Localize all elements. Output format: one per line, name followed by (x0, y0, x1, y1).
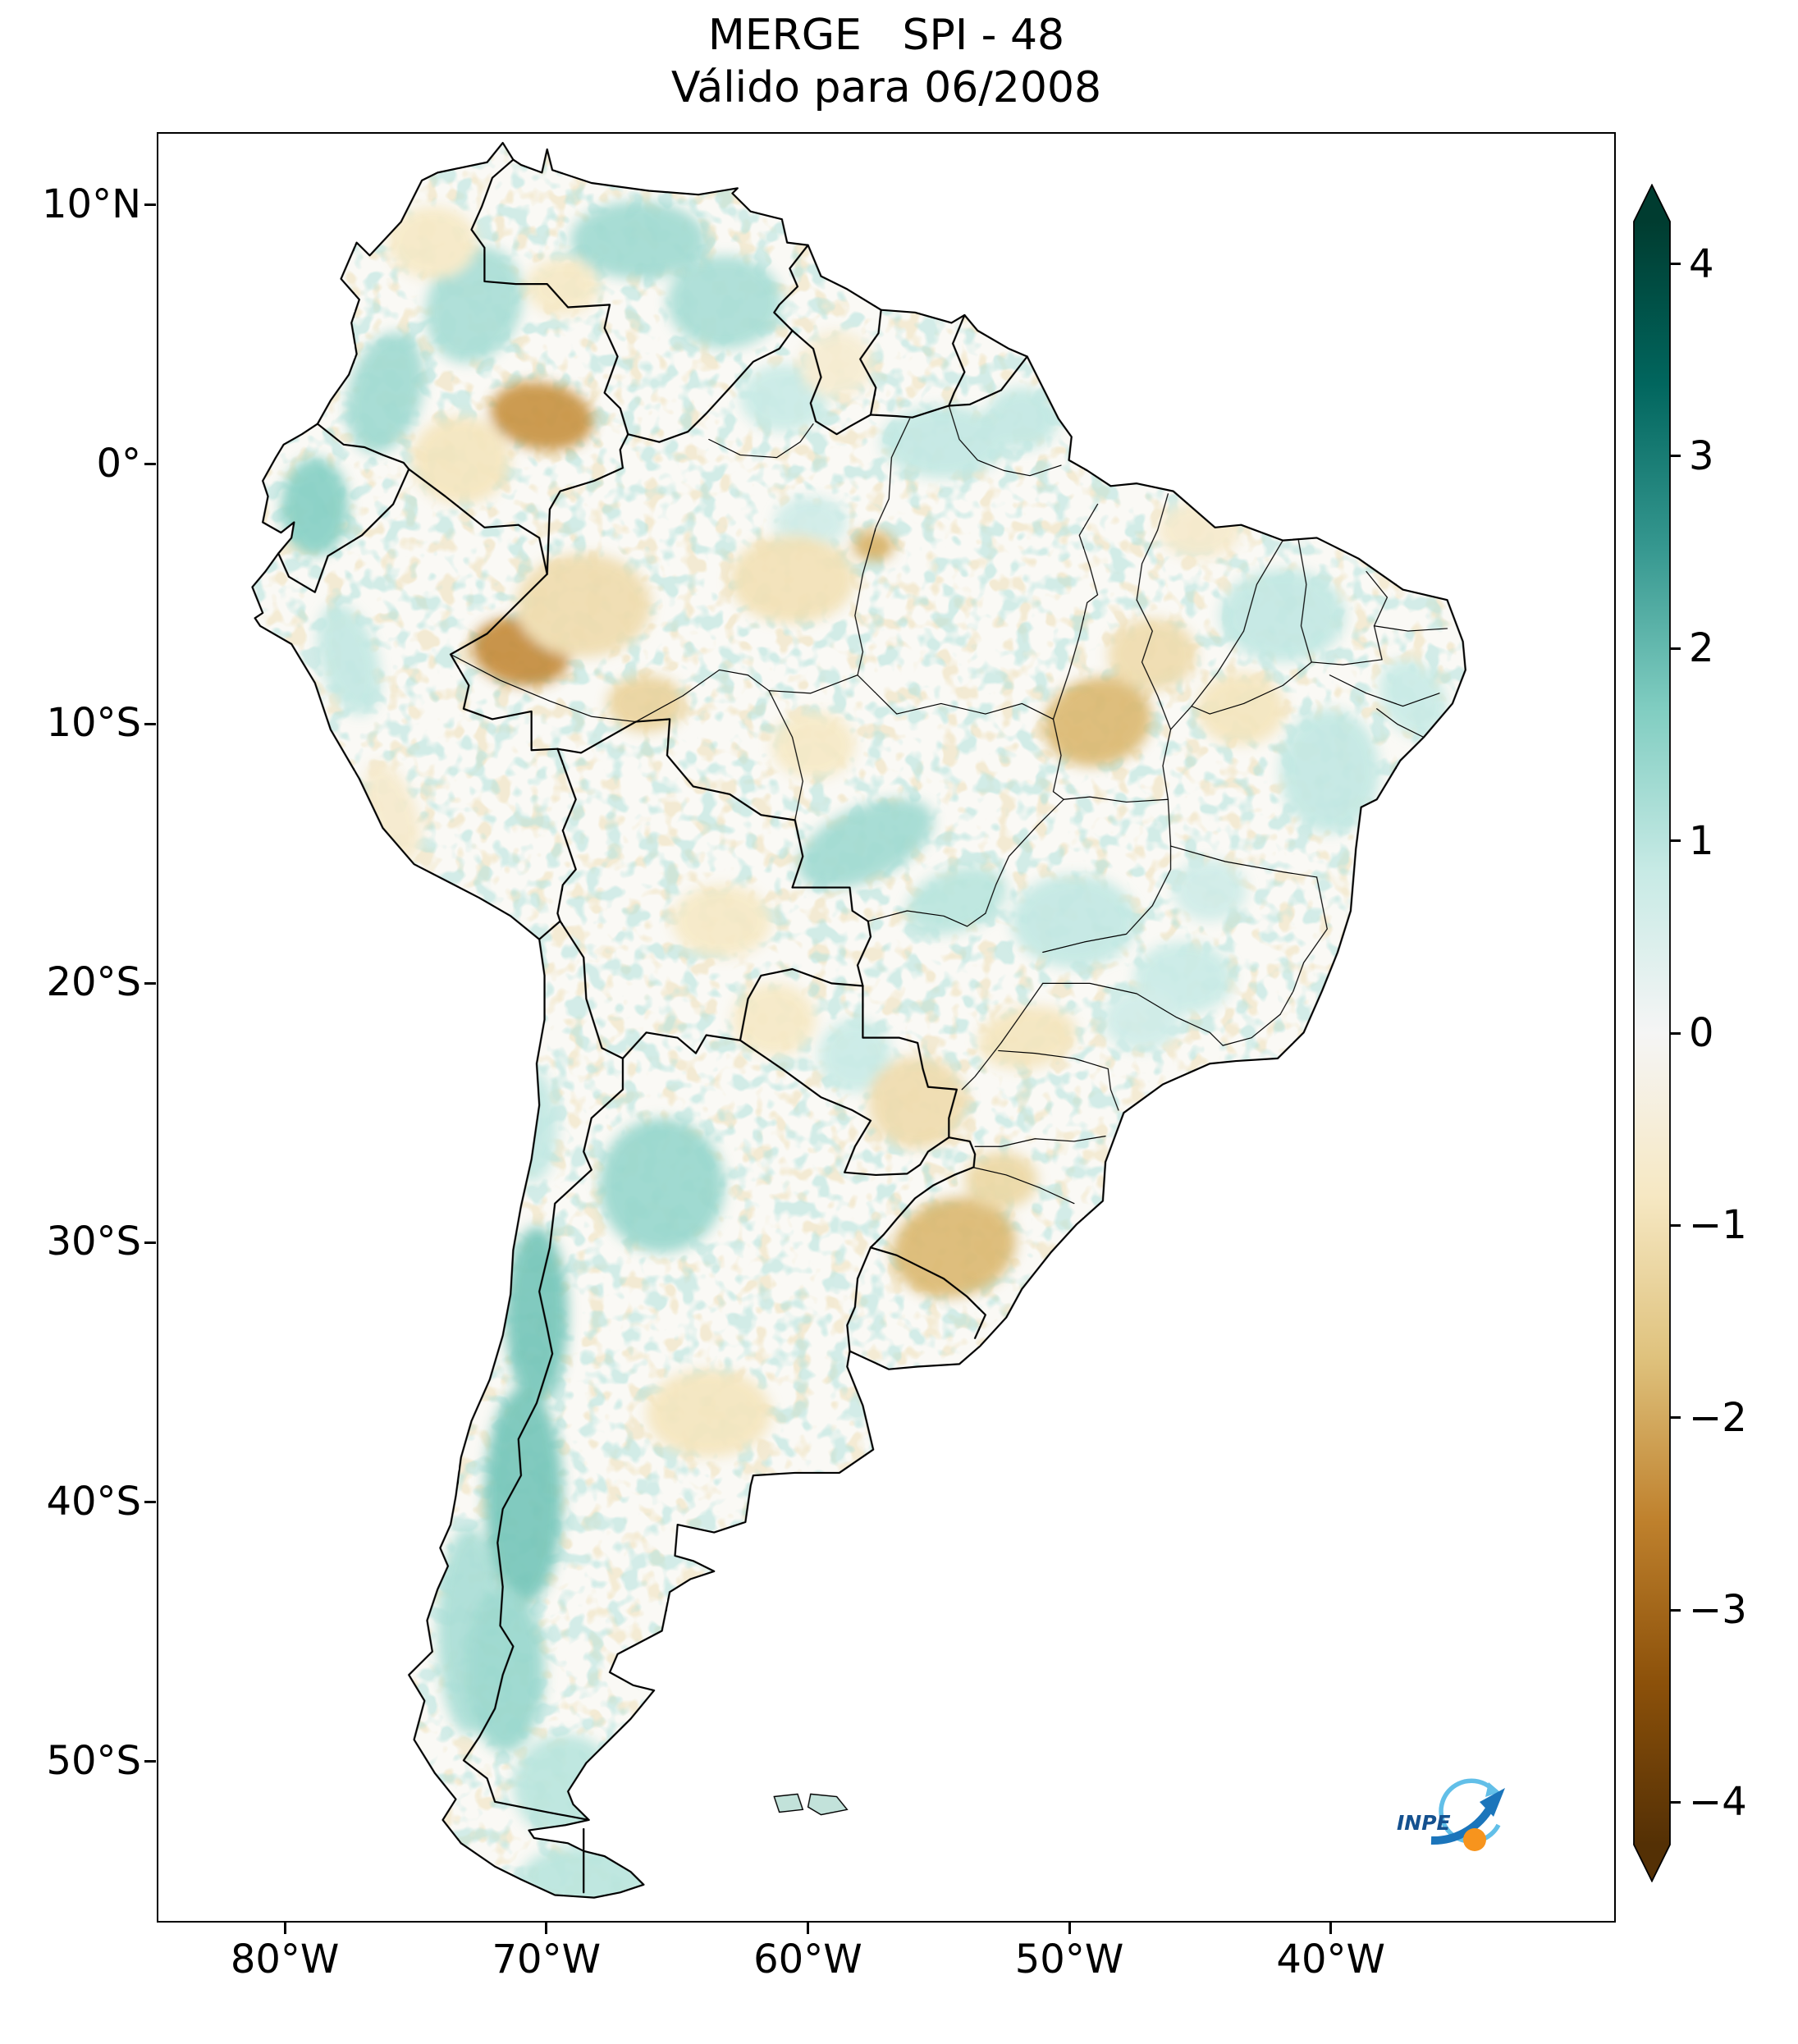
y-tick-mark (144, 981, 156, 985)
y-tick-label: 30°S (46, 1219, 141, 1265)
x-tick-label: 80°W (230, 1937, 340, 1982)
y-tick-label: 0° (96, 440, 141, 487)
y-tick-mark (144, 463, 156, 466)
colorbar-tick-mark (1670, 1416, 1681, 1420)
x-tick-mark (1068, 1923, 1071, 1934)
y-tick-label: 40°S (46, 1478, 141, 1525)
colorbar-tick-label: −2 (1689, 1394, 1747, 1441)
colorbar-tick-mark (1670, 263, 1681, 266)
spi-field (252, 143, 1466, 1898)
colorbar-tick-mark (1670, 455, 1681, 458)
map-axes (157, 132, 1616, 1923)
colorbar-tick-mark (1670, 1608, 1681, 1612)
colorbar-tick-mark (1670, 1031, 1681, 1035)
x-tick-label: 60°W (753, 1937, 862, 1982)
coastline (251, 141, 1466, 1899)
inpe-logo-text: INPE (1397, 1811, 1451, 1835)
colorbar-tick-label: −3 (1689, 1587, 1747, 1634)
x-tick-mark (806, 1923, 809, 1934)
colorbar-tick-mark (1670, 839, 1681, 843)
logo-swoosh-arrow-icon (1430, 1808, 1493, 1845)
logo-orange-ball-icon (1463, 1828, 1486, 1851)
islands (773, 1793, 849, 1816)
y-tick-mark (144, 1241, 156, 1244)
logo-swoosh-arrowhead-icon (1480, 1788, 1505, 1817)
y-tick-label: 10°S (46, 699, 141, 746)
x-tick-mark (545, 1923, 548, 1934)
y-tick-label: 10°N (42, 181, 141, 227)
plot-title: MERGE SPI - 48 (707, 11, 1065, 60)
colorbar-tick-mark (1670, 1800, 1681, 1804)
colorbar-tick-label: −1 (1689, 1202, 1747, 1249)
y-tick-mark (144, 722, 156, 725)
x-tick-mark (283, 1923, 286, 1934)
colorbar-tick-mark (1670, 1223, 1681, 1227)
colorbar-gradient (1633, 184, 1671, 1882)
y-tick-mark (144, 1760, 156, 1763)
colorbar (1633, 184, 1671, 1882)
x-tick-label: 50°W (1014, 1937, 1124, 1982)
x-tick-label: 70°W (492, 1937, 602, 1982)
state-borders (450, 405, 1448, 1205)
y-tick-mark (144, 203, 156, 207)
colorbar-tick-label: −4 (1689, 1779, 1747, 1826)
y-tick-label: 50°S (46, 1737, 141, 1784)
colorbar-tick-label: 3 (1689, 432, 1714, 479)
colorbar-tick-label: 0 (1689, 1010, 1714, 1056)
colorbar-tick-label: 2 (1689, 625, 1714, 672)
x-tick-label: 40°W (1276, 1937, 1385, 1982)
x-tick-mark (1329, 1923, 1333, 1934)
inpe-logo: INPE (1397, 1778, 1505, 1851)
plot-subtitle: Válido para 06/2008 (670, 63, 1102, 112)
colorbar-tick-label: 4 (1689, 240, 1714, 287)
colorbar-tick-mark (1670, 647, 1681, 650)
colorbar-tick-label: 1 (1689, 817, 1714, 864)
y-tick-label: 20°S (46, 959, 141, 1006)
map-svg (251, 141, 1466, 1899)
anomaly-layer (281, 201, 1448, 1898)
y-tick-mark (144, 1501, 156, 1504)
